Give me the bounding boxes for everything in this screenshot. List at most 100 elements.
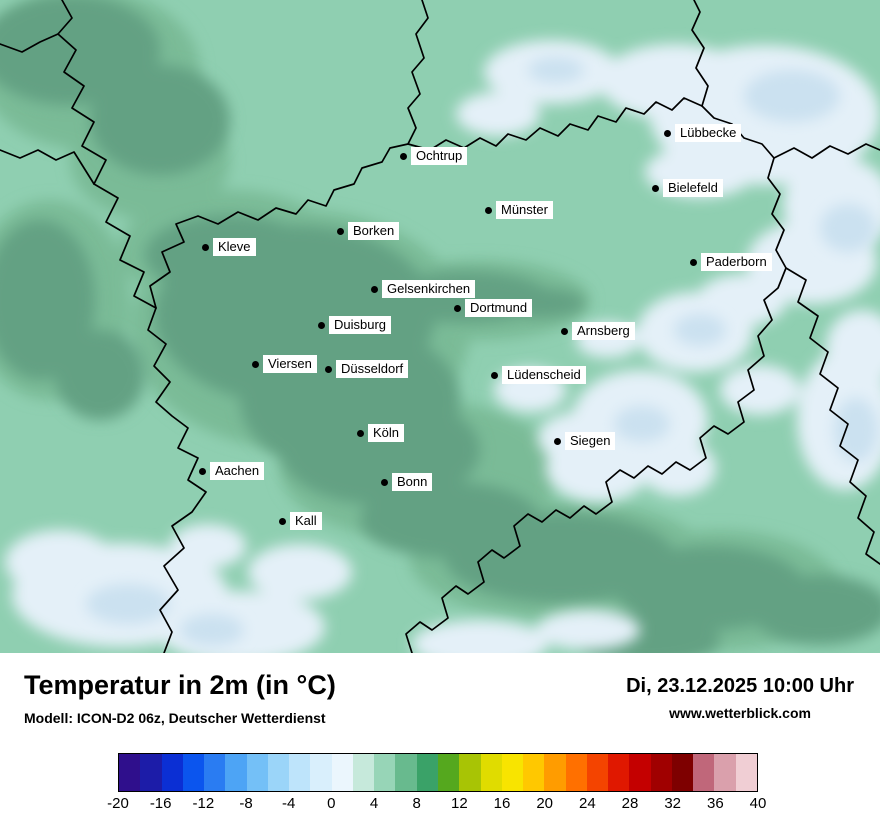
legend-segment xyxy=(225,754,247,791)
city-label: Arnsberg xyxy=(572,322,635,340)
temperature-color-scale xyxy=(118,753,758,792)
city-marker-kleve: Kleve xyxy=(202,238,256,256)
city-marker-viersen: Viersen xyxy=(252,355,317,373)
footer: Temperatur in 2m (in °C) Modell: ICON-D2… xyxy=(0,653,880,830)
city-marker-paderborn: Paderborn xyxy=(690,253,772,271)
city-label: Düsseldorf xyxy=(336,360,409,378)
legend-segment xyxy=(693,754,715,791)
city-dot-icon xyxy=(252,360,259,368)
city-dot-icon xyxy=(279,517,286,525)
city-label: Gelsenkirchen xyxy=(382,280,476,298)
legend-segment xyxy=(735,754,757,791)
legend-tick-label: -20 xyxy=(107,795,129,812)
city-marker-gelsenkirchen: Gelsenkirchen xyxy=(371,280,476,298)
city-dot-icon xyxy=(664,129,671,137)
legend-segment xyxy=(437,754,460,791)
model-info: Modell: ICON-D2 06z, Deutscher Wetterdie… xyxy=(24,710,326,726)
border-top-left-b xyxy=(0,149,95,185)
city-dot-icon xyxy=(690,258,697,266)
city-marker-duisburg: Duisburg xyxy=(318,316,392,334)
city-marker-dortmund: Dortmund xyxy=(454,299,533,317)
city-label: Aachen xyxy=(210,462,265,480)
legend-segment xyxy=(544,754,566,791)
legend-segment xyxy=(289,754,311,791)
legend-tick-label: -16 xyxy=(149,795,172,812)
legend-tick-label: -8 xyxy=(239,795,253,812)
city-marker-m-nster: Münster xyxy=(485,201,553,219)
legend-tick-label: 8 xyxy=(412,795,421,812)
city-label: Münster xyxy=(496,201,553,219)
legend-segment xyxy=(565,754,587,791)
legend-segment xyxy=(161,754,183,791)
city-marker-bielefeld: Bielefeld xyxy=(652,179,723,197)
city-label: Viersen xyxy=(263,355,317,373)
city-label: Ochtrup xyxy=(411,147,468,165)
legend-segment xyxy=(671,754,694,791)
legend-segment xyxy=(246,754,268,791)
city-label: Kall xyxy=(290,512,322,530)
city-dot-icon xyxy=(454,304,461,312)
city-dot-icon xyxy=(561,327,568,335)
city-dot-icon xyxy=(337,227,344,235)
legend-segment xyxy=(714,754,736,791)
border-top-right-horizontal xyxy=(773,143,880,159)
city-label: Dortmund xyxy=(465,299,533,317)
city-label: Lübbecke xyxy=(675,124,742,142)
legend-segment xyxy=(310,754,332,791)
city-dot-icon xyxy=(652,184,659,192)
city-label: Borken xyxy=(348,222,400,240)
legend-tick-label: 24 xyxy=(578,795,596,812)
legend-tick-label: 40 xyxy=(749,795,767,812)
temperature-map: Kleve Ochtrup Lübbecke Münster Bielefeld Bork… xyxy=(0,0,880,653)
city-dot-icon xyxy=(202,243,209,251)
city-marker-l-denscheid: Lüdenscheid xyxy=(491,366,586,384)
legend-tick-label: -12 xyxy=(192,795,215,812)
legend-segment xyxy=(267,754,290,791)
city-label: Bielefeld xyxy=(663,179,723,197)
legend-tick-label: 32 xyxy=(664,795,681,812)
temperature-scale-labels: -20 -16 -12 -8 -4 0 4 8 12 16 20 24 28 32 36 40 xyxy=(107,795,766,815)
city-label: Köln xyxy=(368,424,405,442)
city-dot-icon xyxy=(318,321,325,329)
city-marker-d-sseldorf: Düsseldorf xyxy=(325,360,409,378)
border-west-netherlands xyxy=(57,0,207,653)
legend-tick-label: 28 xyxy=(621,795,639,812)
legend-segment xyxy=(416,754,438,791)
city-label: Lüdenscheid xyxy=(502,366,586,384)
legend-segment xyxy=(608,754,630,791)
city-dot-icon xyxy=(485,206,492,214)
city-marker-aachen: Aachen xyxy=(199,462,265,480)
state-border-lines xyxy=(0,0,880,653)
legend-segment xyxy=(119,754,141,791)
city-marker-siegen: Siegen xyxy=(554,432,616,450)
legend-segment xyxy=(204,754,226,791)
city-marker-bonn: Bonn xyxy=(381,473,433,491)
border-top-right-vertical xyxy=(691,0,709,107)
map-svg xyxy=(0,0,880,653)
map-title: Temperatur in 2m (in °C) xyxy=(24,670,336,700)
city-dot-icon xyxy=(554,437,561,445)
website-url: www.wetterblick.com xyxy=(669,705,811,721)
legend-segment xyxy=(480,754,502,791)
border-right-outer xyxy=(785,267,880,565)
city-marker-arnsberg: Arnsberg xyxy=(561,322,635,340)
legend-segment xyxy=(629,754,651,791)
city-dot-icon xyxy=(371,285,378,293)
border-north xyxy=(149,0,429,309)
city-dot-icon xyxy=(199,467,206,475)
datetime-block: Di, 23.12.2025 10:00 Uhr www.wetterblick… xyxy=(626,675,854,721)
legend-segment xyxy=(331,754,353,791)
legend-segment xyxy=(352,754,375,791)
city-label: Paderborn xyxy=(701,253,772,271)
cold-core-region xyxy=(86,57,878,646)
forecast-datetime: Di, 23.12.2025 10:00 Uhr xyxy=(626,675,854,697)
city-label: Duisburg xyxy=(329,316,392,334)
legend-tick-label: 0 xyxy=(327,795,336,812)
legend-segment xyxy=(459,754,481,791)
city-marker-kall: Kall xyxy=(279,512,322,530)
legend-tick-label: 4 xyxy=(369,795,379,812)
city-label: Bonn xyxy=(392,473,433,491)
legend-segment xyxy=(395,754,417,791)
legend-segment xyxy=(586,754,609,791)
legend-segment xyxy=(650,754,672,791)
